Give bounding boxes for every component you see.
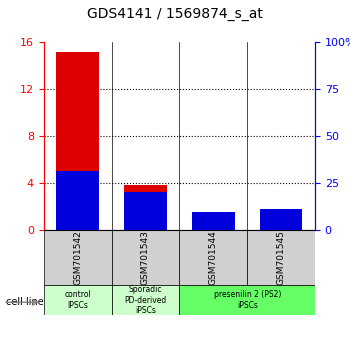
- Bar: [56, 171, 99, 230]
- FancyBboxPatch shape: [112, 230, 179, 285]
- FancyBboxPatch shape: [44, 285, 112, 315]
- Text: GDS4141 / 1569874_s_at: GDS4141 / 1569874_s_at: [87, 7, 263, 21]
- FancyBboxPatch shape: [179, 285, 315, 315]
- Bar: [260, 225, 302, 230]
- Text: GSM701543: GSM701543: [141, 230, 150, 285]
- Text: cell line: cell line: [6, 297, 44, 307]
- Bar: [56, 52, 99, 230]
- FancyBboxPatch shape: [179, 230, 247, 285]
- Text: GSM701542: GSM701542: [73, 230, 82, 285]
- Text: control
IPSCs: control IPSCs: [64, 290, 91, 310]
- Bar: [260, 209, 302, 230]
- FancyBboxPatch shape: [44, 230, 112, 285]
- Text: GSM701544: GSM701544: [209, 230, 218, 285]
- Bar: [192, 219, 234, 230]
- Bar: [124, 193, 167, 230]
- Text: GSM701545: GSM701545: [276, 230, 286, 285]
- Bar: [124, 185, 167, 230]
- Text: Sporadic
PD-derived
iPSCs: Sporadic PD-derived iPSCs: [124, 285, 167, 315]
- FancyBboxPatch shape: [247, 230, 315, 285]
- Bar: [192, 212, 234, 230]
- Text: presenilin 2 (PS2)
iPSCs: presenilin 2 (PS2) iPSCs: [214, 290, 281, 310]
- FancyBboxPatch shape: [112, 285, 179, 315]
